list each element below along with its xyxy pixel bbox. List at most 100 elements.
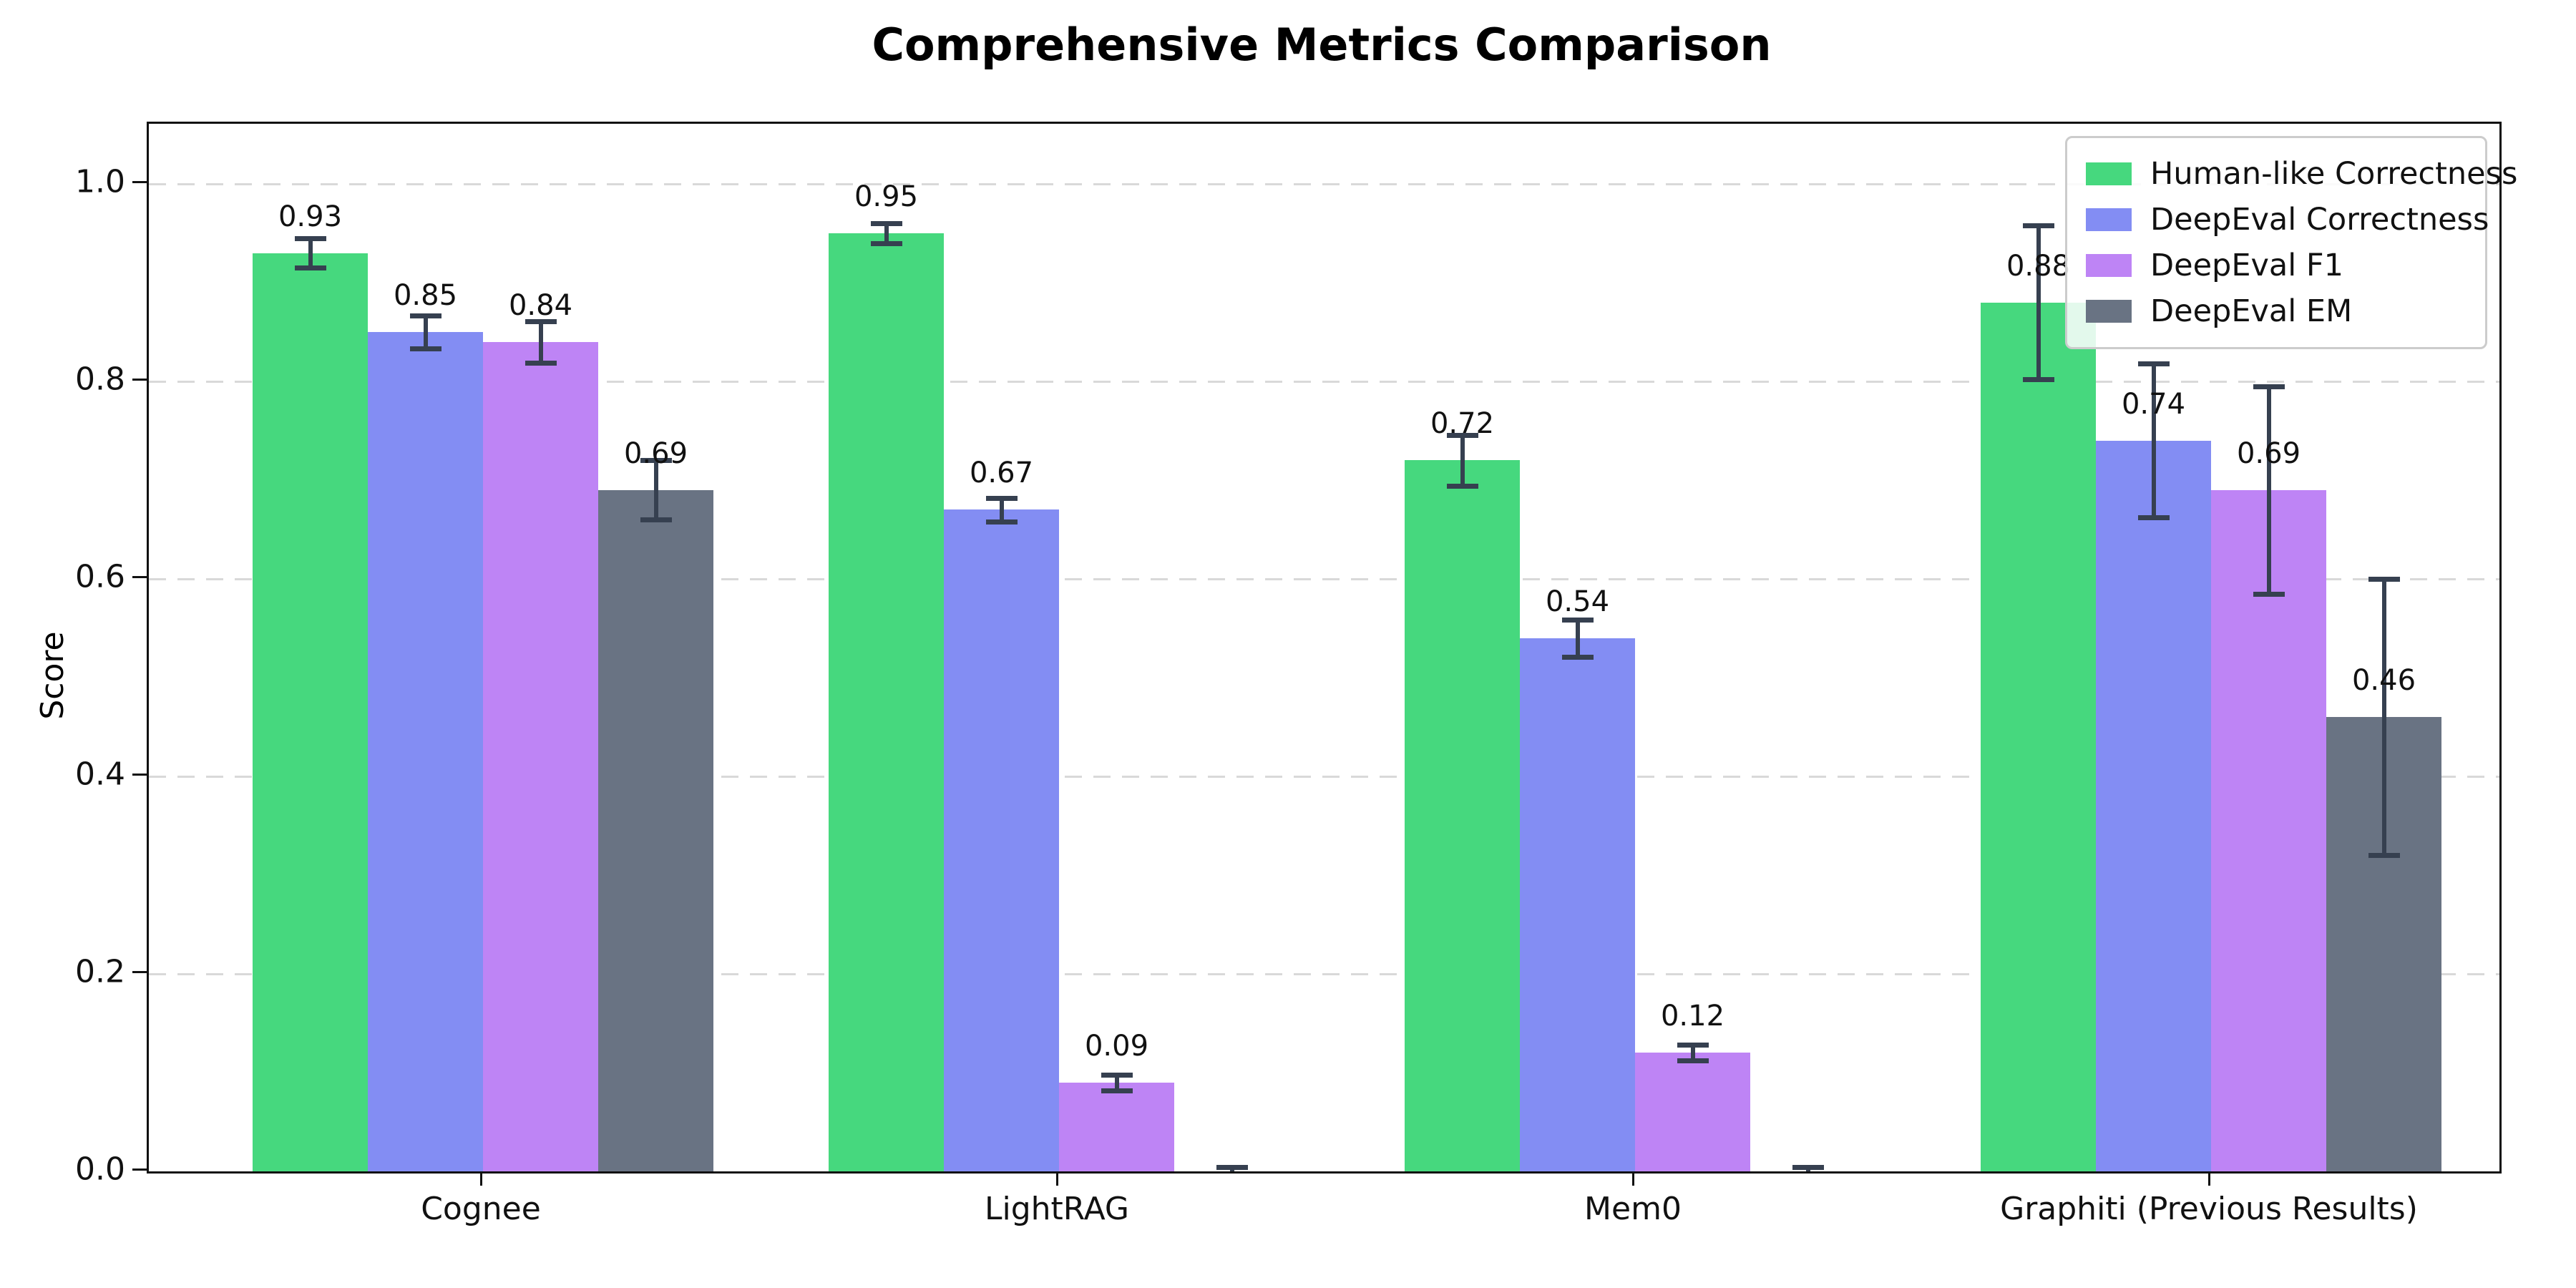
legend-swatch-icon (2086, 300, 2132, 323)
error-bar-cap (1446, 432, 1478, 438)
legend-swatch-icon (2086, 162, 2132, 185)
error-bar-cap (870, 221, 902, 227)
y-axis-tick-label: 0.6 (75, 558, 125, 595)
bar-value-label: 0.72 (1430, 407, 1495, 441)
bar-value-label: 0.09 (1084, 1029, 1149, 1063)
y-axis-tick (132, 379, 147, 381)
error-bar-cap (1101, 1072, 1133, 1078)
bar-value-label: 0.84 (508, 288, 573, 322)
error-bar-cap (1216, 1165, 1248, 1171)
error-bar-cap (409, 313, 441, 318)
y-axis-tick (132, 576, 147, 578)
error-bar-cap (1677, 1058, 1709, 1064)
error-bar-cap (1561, 617, 1594, 623)
x-axis-tick (1056, 1171, 1058, 1186)
bar (1635, 1053, 1750, 1171)
error-bar-cap (985, 495, 1018, 501)
error-bar-cap (294, 265, 326, 271)
error-bar-cap (985, 519, 1018, 525)
error-bar-cap (2368, 577, 2400, 582)
legend-swatch-icon (2086, 208, 2132, 231)
gridline (149, 973, 2499, 975)
error-bar-cap (1446, 484, 1478, 489)
gridline (149, 381, 2499, 383)
bar-value-label: 0.95 (854, 180, 919, 213)
legend-item: DeepEval F1 (2086, 243, 2467, 288)
gridline (149, 578, 2499, 580)
error-bar-cap (2137, 515, 2170, 521)
y-axis-tick (132, 1169, 147, 1171)
chart-title: Comprehensive Metrics Comparison (872, 19, 1772, 71)
x-axis-tick-label: LightRAG (984, 1191, 1130, 1227)
error-bar-cap (1677, 1043, 1709, 1048)
error-bar-cap (640, 517, 672, 523)
y-axis-tick-label: 0.2 (75, 953, 125, 990)
bar (2096, 440, 2211, 1171)
error-bar-cap (640, 458, 672, 464)
x-axis-tick-label: Mem0 (1584, 1191, 1682, 1227)
legend-swatch-icon (2086, 254, 2132, 277)
error-bar-cap (870, 240, 902, 246)
error-bar-cap (1101, 1088, 1133, 1093)
bar (1059, 1082, 1174, 1171)
y-axis-tick-label: 1.0 (75, 163, 125, 200)
error-bar (423, 315, 428, 349)
x-axis-tick (2208, 1171, 2210, 1186)
y-axis-tick (132, 181, 147, 183)
bar-value-label: 0.54 (1545, 585, 1610, 618)
bar (1405, 460, 1520, 1171)
bar (1981, 302, 2096, 1171)
error-bar (1690, 1045, 1695, 1061)
bar (253, 253, 368, 1171)
error-bar (999, 497, 1004, 522)
legend-item-label: DeepEval Correctness (2150, 202, 2489, 238)
error-bar-cap (1561, 655, 1594, 660)
bar (1520, 638, 1635, 1171)
bar (368, 332, 483, 1171)
gridline (149, 183, 2499, 185)
bar-value-label: 0.67 (969, 457, 1034, 490)
error-bar (2036, 225, 2041, 380)
bar-value-label: 0.85 (393, 279, 458, 312)
bar (483, 341, 598, 1171)
bar-value-label: 0.69 (623, 436, 688, 470)
error-bar (884, 223, 889, 243)
error-bar (538, 321, 543, 363)
bar-value-label: 0.74 (2121, 387, 2186, 421)
error-bar-cap (409, 346, 441, 352)
error-bar (2266, 386, 2271, 594)
error-bar-cap (2253, 384, 2285, 389)
error-bar-cap (2253, 591, 2285, 597)
legend: Human-like Correctness DeepEval Correctn… (2065, 136, 2517, 349)
x-axis-tick-label: Cognee (421, 1191, 541, 1227)
y-axis-label: Score (34, 631, 72, 720)
error-bar (308, 238, 313, 268)
legend-item-label: Human-like Correctness (2150, 156, 2518, 192)
y-axis-tick-label: 0.0 (75, 1151, 125, 1188)
bar (2211, 489, 2326, 1171)
legend-item-label: DeepEval EM (2150, 293, 2353, 329)
error-bar-cap (2022, 223, 2054, 228)
x-axis-tick-label: Graphiti (Previous Results) (2000, 1191, 2418, 1227)
error-bar (1575, 619, 1580, 658)
x-axis-tick (1632, 1171, 1634, 1186)
y-axis-tick-label: 0.4 (75, 756, 125, 793)
legend-item: DeepEval EM (2086, 288, 2467, 334)
error-bar (2381, 579, 2386, 856)
gridline (149, 776, 2499, 778)
error-bar-cap (294, 235, 326, 241)
x-axis-tick (480, 1171, 482, 1186)
y-axis-tick (132, 971, 147, 973)
error-bar-cap (525, 360, 557, 366)
error-bar-cap (2368, 853, 2400, 859)
y-axis-tick-label: 0.8 (75, 361, 125, 398)
bar (829, 233, 944, 1171)
bar-value-label: 0.46 (2351, 664, 2416, 698)
bar-value-label: 0.88 (2006, 249, 2071, 283)
legend-item: Human-like Correctness (2086, 151, 2517, 197)
legend-item: DeepEval Correctness (2086, 197, 2489, 243)
error-bar (2151, 364, 2156, 518)
error-bar (1114, 1074, 1119, 1091)
error-bar-cap (1792, 1165, 1824, 1171)
